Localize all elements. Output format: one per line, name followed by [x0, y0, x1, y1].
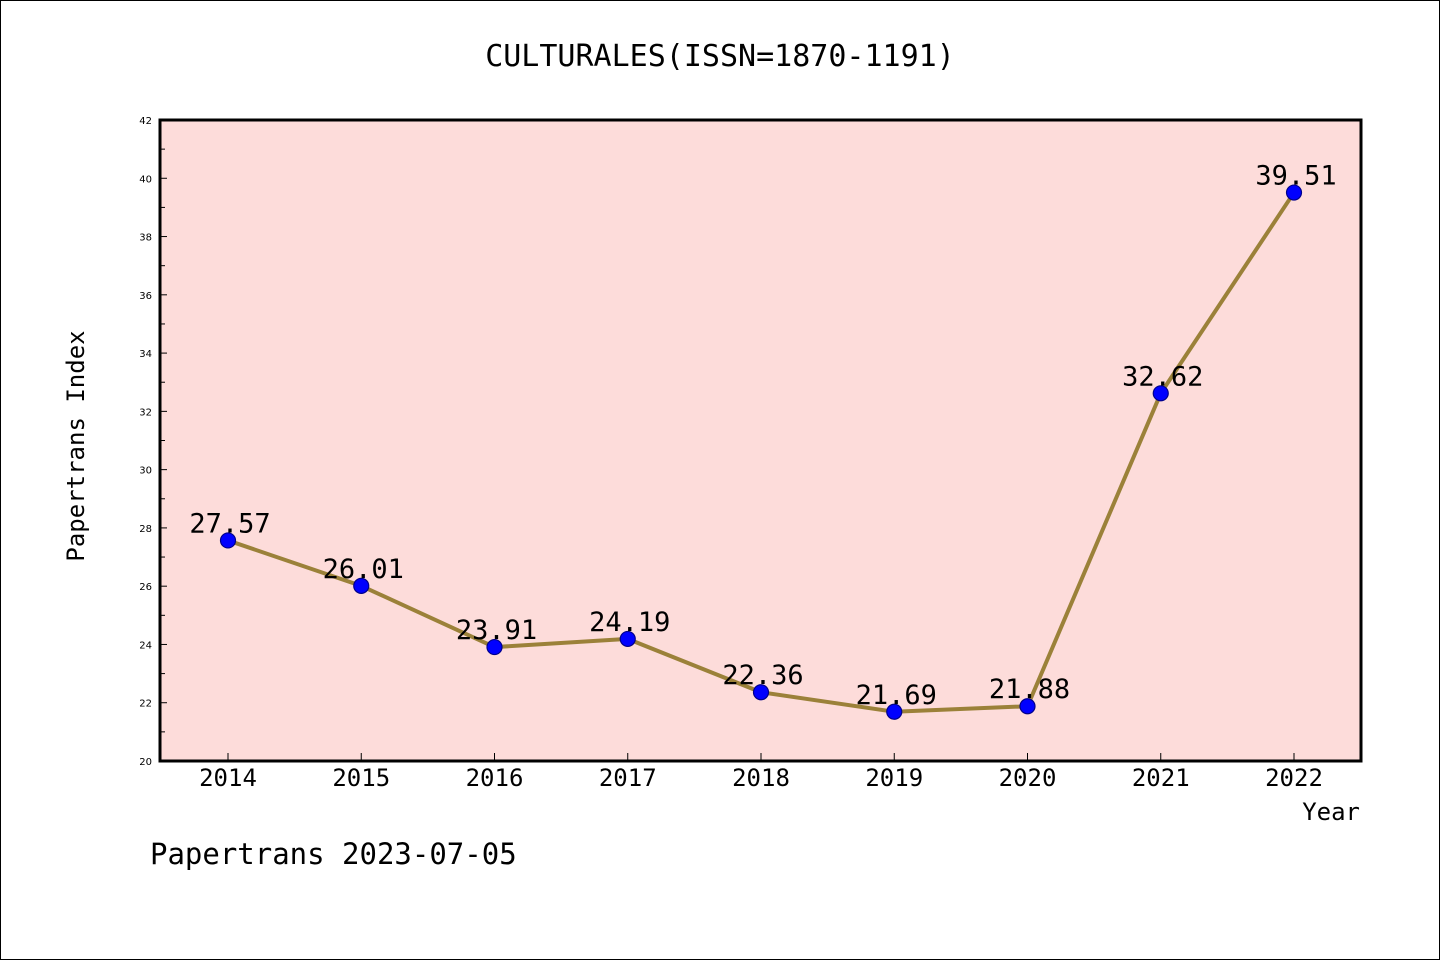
data-label-2016: 23.91	[456, 615, 537, 646]
x-tick-label: 2020	[999, 764, 1057, 792]
data-point-2019	[886, 703, 903, 720]
data-label-2015: 26.01	[323, 554, 404, 585]
y-axis: 20 22 24 26 28 30 32 34 36 38 40 42	[139, 116, 167, 768]
y-tick-label: 26	[139, 582, 152, 593]
data-point-2014	[219, 532, 237, 549]
y-tick-label: 24	[139, 640, 152, 651]
data-point-2021	[1152, 385, 1169, 402]
data-label-2021: 32.62	[1122, 361, 1203, 392]
y-tick-label: 20	[139, 757, 152, 768]
chart-title: CULTURALES(ISSN=1870-1191)	[485, 39, 955, 74]
data-point-2017	[619, 630, 636, 648]
y-tick-label: 34	[139, 349, 152, 360]
y-tick-label: 40	[139, 174, 152, 185]
x-tick-label: 2022	[1265, 764, 1323, 792]
x-tick-label: 2015	[332, 764, 390, 792]
data-point-2015	[353, 577, 370, 594]
y-tick-label: 32	[139, 407, 152, 418]
data-point-2018	[752, 684, 770, 701]
y-tick-label: 36	[139, 291, 152, 302]
data-point-2022	[1285, 184, 1303, 201]
data-label-2022: 39.51	[1255, 161, 1336, 192]
y-tick-label: 22	[139, 699, 152, 710]
data-label-2020: 21.88	[989, 674, 1070, 705]
footer-stamp: Papertrans 2023-07-05	[150, 837, 517, 871]
x-axis-label: Year	[1302, 798, 1360, 826]
y-tick-label: 38	[139, 233, 152, 244]
data-point-2016	[486, 638, 503, 656]
x-tick-label: 2016	[466, 764, 524, 792]
data-label-2019: 21.69	[856, 680, 937, 711]
data-label-2014: 27.57	[189, 508, 270, 539]
y-tick-label: 42	[139, 116, 152, 127]
x-tick-label: 2021	[1132, 764, 1190, 792]
data-markers	[219, 184, 1303, 720]
y-axis-label: Papertrans Index	[62, 330, 90, 561]
data-point-2020	[1019, 698, 1036, 715]
x-tick-label: 2014	[199, 764, 257, 792]
x-tick-label: 2019	[865, 764, 923, 792]
data-label-2017: 24.19	[589, 607, 670, 638]
y-tick-label: 28	[139, 524, 152, 535]
x-axis: 2014 2015 2016 2017 2018 2019 2020 2021 2022	[199, 753, 1323, 792]
data-labels: 27.57 26.01 23.91 24.19 22.36 21.69 21.88 32.62…	[189, 161, 1336, 711]
data-label-2018: 22.36	[722, 660, 803, 691]
y-tick-label: 30	[139, 466, 152, 477]
plot-area	[158, 118, 1363, 763]
x-tick-label: 2017	[599, 764, 657, 792]
x-tick-label: 2018	[732, 764, 790, 792]
